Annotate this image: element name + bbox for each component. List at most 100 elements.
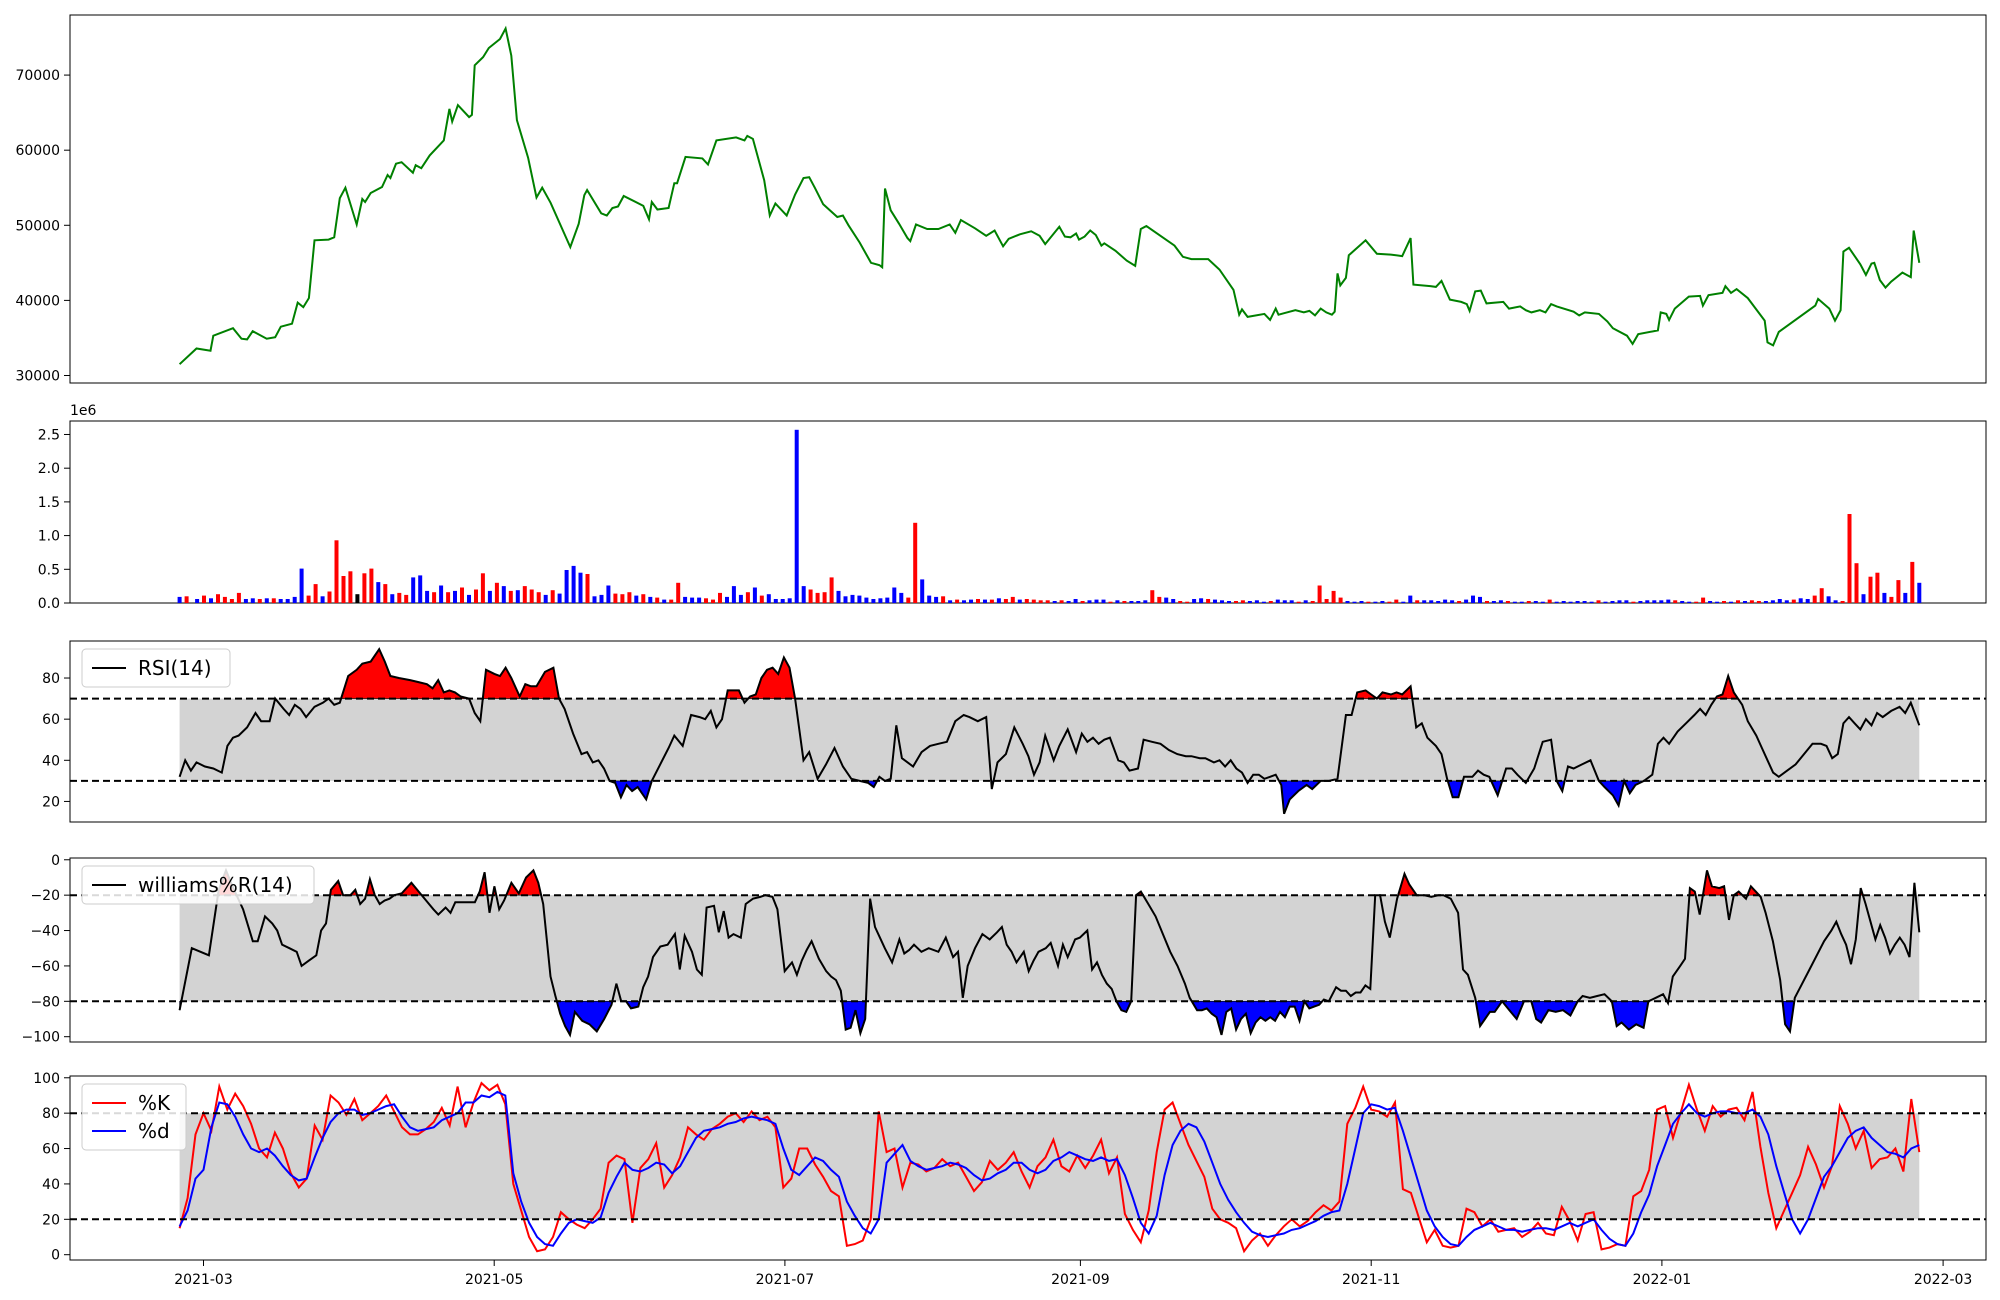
x-tick-label: 2021-11 (1342, 1272, 1401, 1288)
y-tick-label: 20 (42, 1212, 60, 1228)
volume-bar (411, 577, 416, 603)
volume-bar (1261, 601, 1266, 603)
volume-bar (1303, 600, 1308, 603)
volume-bar (1512, 601, 1517, 603)
volume-bar (243, 599, 248, 603)
volume-bar (271, 598, 276, 603)
volume-bar (1185, 601, 1190, 603)
volume-bar (948, 600, 953, 603)
volume-bar (1450, 600, 1455, 603)
volume-bar (1736, 600, 1740, 603)
volume-bar (1268, 601, 1273, 603)
volume-bar (1833, 600, 1838, 603)
volume-bar (1743, 601, 1747, 603)
volume-bar (1282, 600, 1287, 603)
volume-bar (480, 573, 485, 603)
volume-bar (941, 596, 946, 603)
volume-bar (1401, 601, 1406, 603)
volume-bar (718, 592, 722, 603)
plot-frame (69, 14, 1987, 384)
volume-bar (1359, 601, 1364, 603)
y-tick-label: −40 (30, 924, 60, 940)
volume-bar (1289, 600, 1294, 603)
volume-bar (1749, 600, 1754, 603)
volume-bar (731, 586, 736, 603)
volume-bar (1694, 601, 1699, 603)
volume-bar (1171, 599, 1176, 603)
volume-bar (585, 574, 590, 603)
volume-bar (1917, 582, 1922, 603)
volume-bar (1136, 601, 1141, 603)
volume-bar (1826, 596, 1831, 603)
y-tick-label: 100 (33, 1071, 60, 1087)
volume-bar (1756, 601, 1761, 603)
volume-bar (1582, 601, 1587, 603)
price-line (178, 25, 1921, 365)
volume-bar (425, 590, 430, 603)
volume-bar (655, 597, 660, 603)
y-multiplier-label: 1e6 (70, 403, 97, 419)
volume-bar (1331, 590, 1336, 603)
volume-bar (184, 596, 189, 603)
volume-bar (1770, 600, 1775, 603)
volume-bar (927, 595, 932, 603)
volume-bar (801, 586, 806, 603)
volume-bar (536, 592, 541, 603)
y-tick-label: 2.0 (38, 461, 60, 477)
volume-bar (759, 595, 764, 603)
volume-bar (1624, 600, 1629, 603)
volume-bar (1840, 601, 1845, 603)
volume-bar (453, 590, 457, 603)
volume-bar (292, 596, 297, 603)
volume-bar (446, 592, 451, 603)
volume-bar (1129, 601, 1134, 603)
volume-bar (920, 579, 925, 603)
volume-bar (1310, 601, 1315, 603)
volume-bar (1024, 599, 1029, 603)
volume-bar (487, 590, 492, 603)
volume-bar (1631, 601, 1636, 603)
volume-bar (836, 590, 841, 603)
volume-bar (278, 599, 283, 603)
volume-bar (676, 582, 681, 603)
x-tick-label: 2022-01 (1633, 1272, 1692, 1288)
y-tick-label: 60 (42, 1142, 60, 1158)
volume-bar (1784, 600, 1789, 603)
volume-bar (327, 591, 332, 603)
volume-bar (236, 592, 241, 603)
volume-bar (1206, 599, 1211, 603)
volume-bar (634, 595, 639, 603)
volume-bar (564, 570, 569, 603)
plot-frame (69, 857, 1987, 1043)
y-tick-label: −60 (30, 959, 60, 975)
volume-bar (257, 599, 262, 603)
volume-bar (1680, 601, 1685, 603)
volume-bar (334, 540, 339, 603)
volume-bar (1854, 563, 1859, 603)
volume-bar (1429, 600, 1434, 603)
legend-label: %d (138, 1119, 170, 1143)
williams-r-panel: −100 −80 −60 −40 −20 0 williams%R(14) (22, 853, 1987, 1046)
volume-bar (613, 593, 618, 603)
volume-bar (501, 586, 506, 603)
volume-bar (850, 594, 855, 603)
d-line (178, 1090, 1920, 1247)
volume-bar (1666, 599, 1671, 603)
volume-bar (571, 565, 576, 603)
volume-bar (871, 599, 876, 603)
plot-frame (69, 420, 1987, 604)
volume-bar (1805, 599, 1810, 603)
volume-bar (320, 596, 325, 603)
legend-box (81, 648, 231, 688)
volume-bar (432, 592, 437, 603)
volume-bar (439, 585, 444, 603)
volume-bar (250, 598, 255, 603)
volume-bar (578, 572, 583, 603)
volume-bar (1422, 600, 1427, 603)
y-tick-label: −100 (22, 1030, 60, 1046)
y-tick-label: 0.0 (38, 596, 60, 612)
y-tick-label: 20 (42, 794, 60, 810)
volume-bar (1275, 599, 1280, 603)
volume-bar (1324, 599, 1329, 603)
